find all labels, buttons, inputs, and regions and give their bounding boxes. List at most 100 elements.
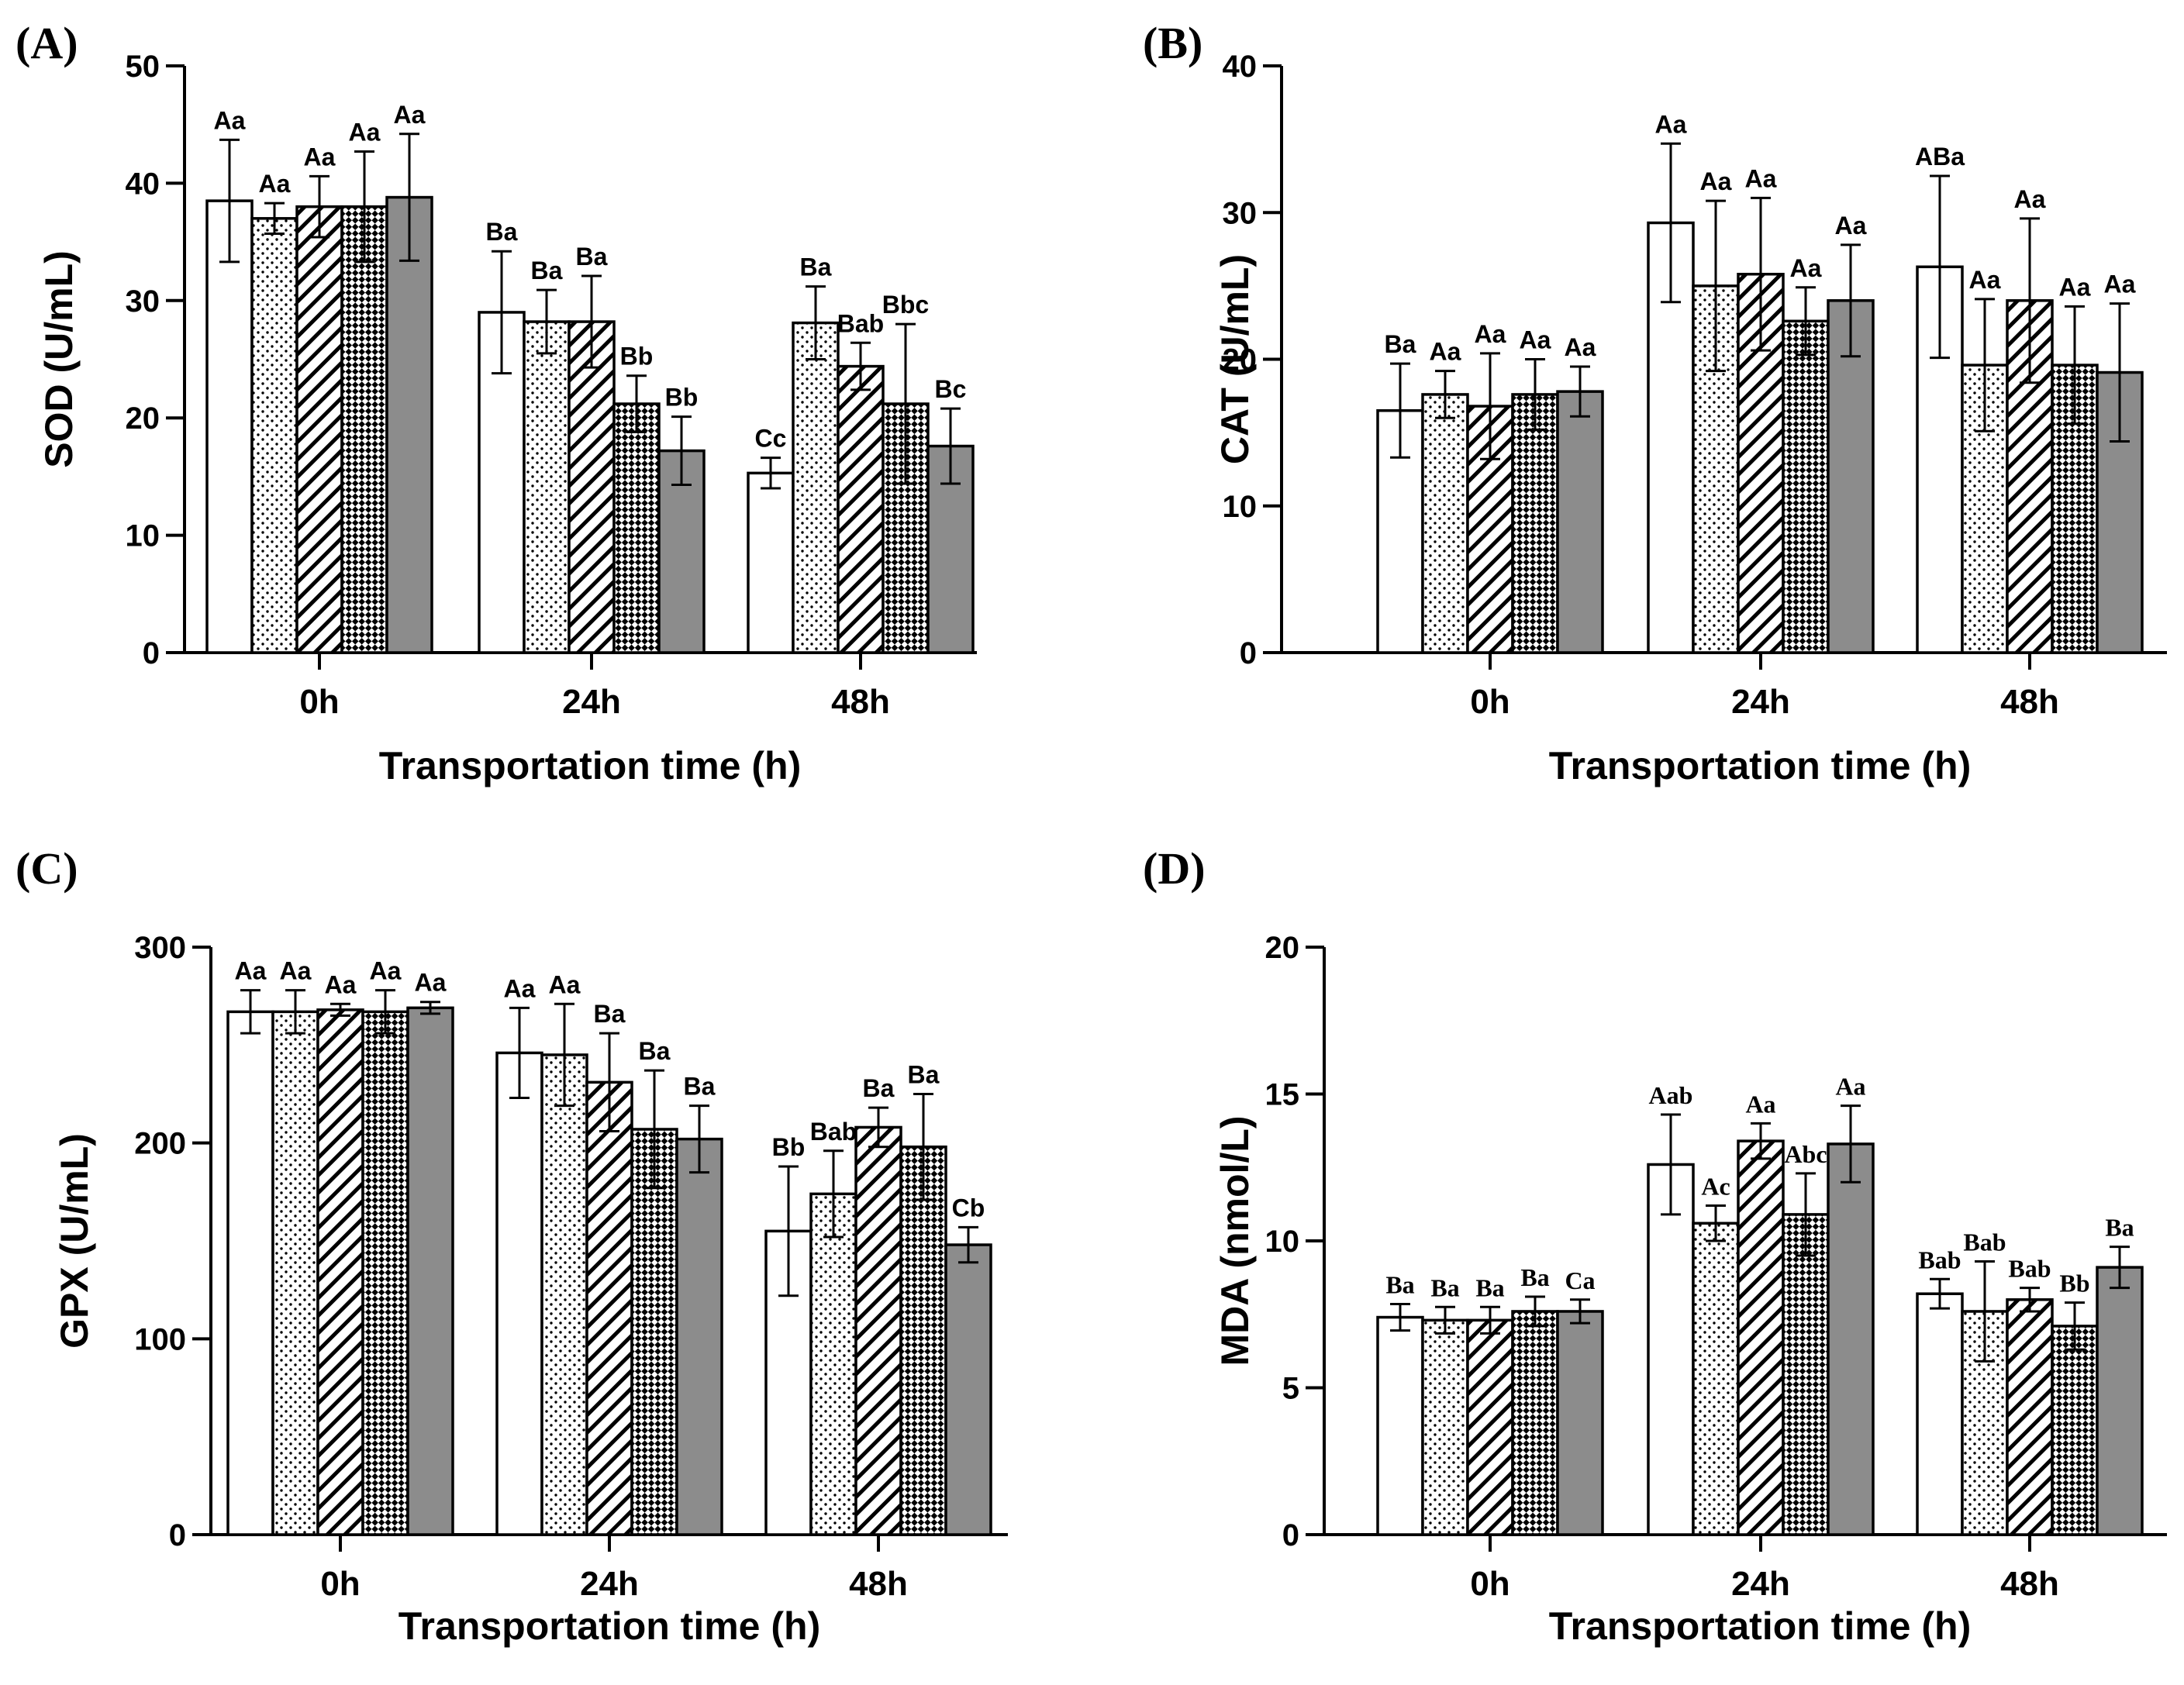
significance-label: Aa xyxy=(1790,254,1822,282)
significance-label: Aa xyxy=(549,970,581,998)
x-axis-title: Transportation time (h) xyxy=(1549,1604,1971,1648)
significance-label: Aa xyxy=(370,957,402,985)
chart-panel-c: (C) 0 100 200 300 0h 24h 48h GPX (U/mL) Transport… xyxy=(16,843,1008,1648)
bar xyxy=(585,1080,633,1536)
significance-label: Ba xyxy=(1475,1273,1504,1301)
significance-label: Aa xyxy=(259,170,291,198)
panel-label: (C) xyxy=(16,843,78,894)
significance-label: Bab xyxy=(2008,1255,2051,1283)
significance-label: Cb xyxy=(952,1194,985,1222)
x-tick-label: 48h xyxy=(831,683,890,721)
significance-label: Aa xyxy=(235,957,267,985)
bar xyxy=(1827,1142,1875,1536)
y-tick-label: 40 xyxy=(1223,50,1258,84)
significance-label: Ba xyxy=(1430,1273,1459,1301)
significance-label: Bc xyxy=(935,375,967,403)
significance-label: Ba xyxy=(1385,1270,1414,1298)
bar xyxy=(1782,319,1830,654)
x-axis-title: Transportation time (h) xyxy=(379,744,801,787)
significance-label: Cc xyxy=(755,425,787,453)
bar xyxy=(1511,393,1559,654)
y-axis-title: CAT (U/mL) xyxy=(1213,254,1257,464)
bar xyxy=(630,1128,678,1536)
bar xyxy=(568,320,616,654)
significance-label: Aa xyxy=(1835,1073,1865,1101)
y-tick-label: 0 xyxy=(143,636,160,670)
significance-label: Ba xyxy=(863,1074,895,1102)
x-tick-label: 24h xyxy=(580,1565,639,1603)
y-axis-title: MDA (nmol/L) xyxy=(1213,1115,1257,1366)
significance-label: Aa xyxy=(1520,326,1551,354)
significance-label: Aa xyxy=(1745,1090,1775,1118)
y-tick-label: 40 xyxy=(126,167,160,201)
significance-label: Ac xyxy=(1701,1173,1730,1201)
significance-label: Ba xyxy=(594,1000,626,1028)
significance-label: Aa xyxy=(280,957,312,985)
significance-label: Ba xyxy=(1385,330,1416,358)
significance-label: Bab xyxy=(810,1118,857,1146)
significance-label: Ba xyxy=(2105,1214,2134,1242)
y-tick-label: 5 xyxy=(1282,1372,1299,1406)
x-tick-label: 0h xyxy=(299,683,339,721)
significance-label: Ba xyxy=(639,1037,671,1065)
y-tick-label: 15 xyxy=(1265,1078,1300,1112)
bar xyxy=(250,217,298,654)
y-tick-label: 200 xyxy=(134,1127,186,1161)
x-tick-label: 48h xyxy=(849,1565,908,1603)
bar xyxy=(271,1010,319,1536)
significance-label: Ca xyxy=(1565,1266,1595,1294)
x-axis-title: Transportation time (h) xyxy=(399,1604,820,1648)
bar xyxy=(1647,1163,1695,1536)
significance-label: Aa xyxy=(1565,333,1596,361)
y-tick-label: 10 xyxy=(126,519,160,553)
bar xyxy=(1737,1139,1785,1536)
chart-panel-d: (D) 0 5 10 15 20 0h 24h 48h MDA (nmol/L) Transport… xyxy=(1143,843,2167,1648)
bar xyxy=(854,1125,902,1536)
significance-label: Aab xyxy=(1649,1081,1693,1109)
significance-label: Aa xyxy=(1430,338,1461,366)
x-tick-label: 48h xyxy=(2000,1565,2059,1603)
bar xyxy=(361,1010,409,1536)
significance-label: Bb xyxy=(620,343,654,370)
significance-label: Aa xyxy=(304,143,336,171)
bar xyxy=(1376,1315,1424,1536)
x-tick-label: 24h xyxy=(562,683,621,721)
bar xyxy=(523,320,571,654)
bar xyxy=(809,1192,857,1536)
significance-label: Bbc xyxy=(882,291,929,319)
significance-label: Aa xyxy=(1745,164,1777,192)
significance-label: Aa xyxy=(394,101,426,129)
y-tick-label: 10 xyxy=(1265,1225,1300,1259)
significance-label: Aa xyxy=(2014,185,2046,213)
bar xyxy=(1556,1310,1604,1536)
x-tick-label: 24h xyxy=(1731,683,1790,721)
significance-label: Aa xyxy=(2059,273,2091,301)
significance-label: Aa xyxy=(2104,270,2136,298)
significance-label: Aa xyxy=(504,974,536,1002)
significance-label: Aa xyxy=(325,970,357,998)
chart-panel-a: (A) 0 10 20 30 40 50 0h 24h 48h SOD (U/mL) Transpor… xyxy=(16,18,977,787)
significance-label: Ba xyxy=(1520,1263,1549,1291)
y-tick-label: 0 xyxy=(1282,1518,1299,1552)
y-tick-label: 20 xyxy=(1265,931,1300,965)
significance-label: ABa xyxy=(1915,143,1965,171)
bar xyxy=(792,321,840,654)
bar xyxy=(1466,1318,1514,1536)
y-tick-label: 0 xyxy=(1240,636,1257,670)
significance-label: Bb xyxy=(2059,1270,2089,1297)
bar xyxy=(2051,1325,2099,1536)
y-axis-title: GPX (U/mL) xyxy=(53,1133,96,1349)
bar xyxy=(295,205,343,654)
y-tick-label: 10 xyxy=(1223,490,1258,524)
x-tick-label: 48h xyxy=(2000,683,2059,721)
x-tick-label: 24h xyxy=(1731,1565,1790,1603)
significance-label: Ba xyxy=(531,257,563,284)
x-tick-label: 0h xyxy=(1470,683,1509,721)
significance-label: Ba xyxy=(684,1073,716,1101)
bar xyxy=(1916,1292,1964,1536)
panel-label: (D) xyxy=(1143,843,1206,894)
significance-label: Ba xyxy=(576,243,608,270)
bar xyxy=(205,199,254,654)
significance-label: Bab xyxy=(1963,1228,2006,1256)
